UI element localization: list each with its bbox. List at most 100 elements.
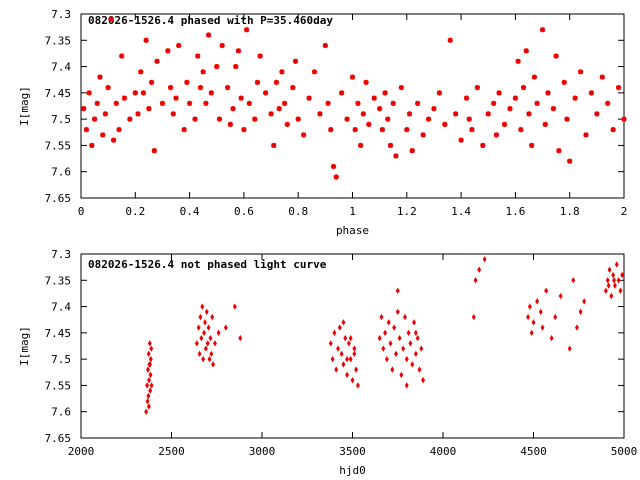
data-point bbox=[390, 366, 395, 373]
data-point bbox=[466, 116, 472, 122]
data-point bbox=[612, 282, 617, 289]
data-point bbox=[610, 127, 616, 133]
data-point bbox=[116, 127, 122, 133]
data-point bbox=[398, 85, 404, 91]
data-point bbox=[485, 111, 491, 117]
data-point bbox=[582, 298, 587, 305]
data-point bbox=[379, 127, 385, 133]
data-point bbox=[436, 90, 442, 96]
data-point bbox=[89, 142, 95, 149]
data-point bbox=[410, 361, 415, 368]
data-point bbox=[377, 106, 383, 112]
data-point bbox=[388, 340, 393, 347]
data-point bbox=[204, 308, 209, 316]
y-tick-label: 7.3 bbox=[51, 248, 71, 261]
data-point bbox=[421, 376, 426, 384]
data-point bbox=[458, 137, 464, 143]
data-point bbox=[206, 324, 211, 331]
data-point bbox=[567, 158, 573, 164]
data-point bbox=[336, 345, 340, 352]
data-point bbox=[393, 153, 399, 159]
data-point bbox=[473, 277, 478, 284]
data-point bbox=[244, 27, 250, 33]
data-point bbox=[520, 85, 527, 91]
data-point bbox=[148, 79, 155, 85]
data-point bbox=[246, 100, 252, 106]
data-point bbox=[535, 298, 540, 305]
x-tick-label: 1 bbox=[349, 205, 356, 218]
data-point bbox=[343, 334, 348, 342]
data-point bbox=[507, 106, 513, 112]
data-point bbox=[198, 313, 203, 321]
data-point bbox=[346, 340, 351, 347]
data-point bbox=[192, 116, 198, 122]
data-point bbox=[403, 313, 407, 321]
data-point bbox=[108, 16, 114, 22]
data-point bbox=[344, 116, 350, 122]
data-point bbox=[232, 303, 237, 310]
x-tick-label: 0 bbox=[78, 205, 85, 218]
data-point bbox=[572, 95, 578, 101]
data-point bbox=[558, 292, 563, 300]
data-point bbox=[196, 324, 201, 331]
data-point bbox=[531, 74, 538, 80]
data-point bbox=[225, 85, 231, 91]
data-point bbox=[173, 95, 179, 101]
data-point bbox=[383, 329, 388, 337]
data-point bbox=[241, 127, 247, 133]
x-tick-label: 0.2 bbox=[125, 205, 145, 218]
data-point bbox=[290, 85, 296, 91]
data-point bbox=[471, 313, 476, 321]
data-point bbox=[620, 271, 625, 279]
data-point bbox=[529, 142, 535, 149]
data-point bbox=[599, 74, 605, 80]
data-point bbox=[501, 121, 508, 127]
data-point bbox=[417, 366, 422, 373]
data-point bbox=[252, 116, 258, 122]
data-point bbox=[149, 345, 154, 352]
data-point bbox=[325, 100, 331, 106]
data-point bbox=[238, 334, 243, 342]
data-point bbox=[567, 345, 572, 352]
data-point bbox=[263, 90, 269, 96]
data-point bbox=[345, 371, 350, 379]
data-point bbox=[306, 95, 312, 101]
data-point bbox=[397, 334, 402, 342]
data-point bbox=[203, 100, 209, 106]
data-point bbox=[148, 361, 152, 368]
data-point bbox=[425, 116, 432, 122]
x-tick-label: 0.8 bbox=[288, 205, 308, 218]
data-point bbox=[404, 382, 409, 389]
x-tick-label: 2 bbox=[621, 205, 628, 218]
data-point bbox=[549, 334, 554, 342]
data-point bbox=[354, 366, 359, 373]
data-point bbox=[200, 303, 205, 310]
data-point bbox=[382, 90, 388, 96]
data-point bbox=[534, 100, 540, 106]
data-point bbox=[341, 319, 346, 326]
data-point bbox=[477, 266, 482, 273]
data-point bbox=[200, 69, 206, 75]
data-point bbox=[594, 111, 600, 117]
data-point bbox=[149, 382, 154, 389]
data-point bbox=[352, 127, 358, 133]
data-point bbox=[207, 355, 212, 363]
data-point bbox=[223, 324, 228, 331]
y-tick-label: 7.4 bbox=[51, 301, 71, 314]
data-point bbox=[113, 100, 119, 106]
data-point bbox=[330, 163, 337, 170]
data-point bbox=[132, 90, 138, 96]
x-tick-label: 2000 bbox=[68, 445, 95, 458]
data-point bbox=[556, 148, 562, 154]
data-point bbox=[611, 271, 616, 279]
data-point bbox=[518, 127, 524, 133]
data-point bbox=[578, 308, 583, 316]
data-point bbox=[143, 37, 149, 43]
data-point bbox=[553, 313, 558, 321]
data-point bbox=[588, 90, 595, 96]
data-point bbox=[145, 382, 150, 389]
data-point bbox=[148, 371, 153, 379]
data-point bbox=[337, 324, 342, 331]
data-point bbox=[254, 79, 261, 85]
data-point bbox=[311, 69, 318, 75]
